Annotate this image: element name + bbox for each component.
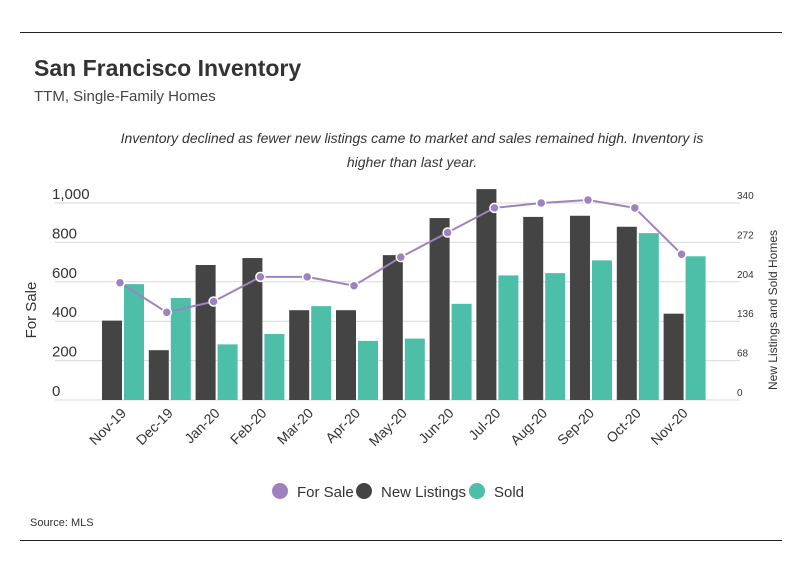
bar-sold-sep-20 [592,260,612,400]
right-axis-title: New Listings and Sold Homes [766,230,780,390]
bars [102,189,706,400]
for-sale-point-mar-20 [301,271,313,283]
for-sale-point-dec-19 [161,307,173,318]
for-sale-point-jan-20 [208,296,219,307]
legend: For Sale New Listings Sold [272,483,524,501]
x-tick-label: Dec-19 [133,405,176,448]
x-tick-label: Jun-20 [415,405,457,447]
right-tick-label: 340 [737,191,754,202]
bottom-rule [20,540,782,541]
for-sale-point-aug-20 [535,197,547,209]
bar-sold-mar-20 [311,306,332,400]
for-sale-point-sep-20 [582,194,594,206]
x-tick-label: Aug-20 [507,405,550,448]
for-sale-point-nov-20 [676,248,687,260]
bar-new-listings-oct-20 [616,226,637,400]
x-tick-label: Feb-20 [227,405,270,448]
bar-sold-oct-20 [638,233,659,400]
bar-new-listings-jun-20 [429,218,450,400]
bar-new-listings-apr-20 [336,310,356,400]
right-tick-label: 136 [737,309,754,320]
x-axis-ticks: Nov-19 Dec-19 Jan-20 Feb-20 Mar-20 Apr-20 May-… [86,405,691,449]
x-tick-label: Oct-20 [603,405,644,446]
legend-label: New Listings [381,484,466,501]
for-sale-point-jun-20 [442,227,453,238]
bar-sold-aug-20 [545,273,566,400]
bar-new-listings-sep-20 [570,215,590,400]
x-tick-label: May-20 [366,405,410,449]
bar-sold-may-20 [404,338,425,400]
chart-annotation: Inventory declined as fewer new listings… [120,130,704,170]
left-axis-title: For Sale [23,282,40,339]
right-tick-label: 204 [737,270,754,281]
left-tick-label: 1,000 [52,186,90,203]
bar-new-listings-jul-20 [476,189,497,400]
chart-title: San Francisco Inventory [34,55,302,81]
x-tick-label: Mar-20 [274,405,317,448]
x-tick-label: Jul-20 [465,405,503,443]
bar-sold-apr-20 [358,340,378,400]
top-rule [20,32,782,33]
left-tick-label: 0 [52,383,60,400]
bar-new-listings-feb-20 [242,258,263,400]
x-tick-label: Jan-20 [181,405,223,447]
right-axis-ticks: 0 68 136 204 272 340 [737,191,754,399]
right-tick-label: 68 [737,349,749,360]
x-tick-label: Sep-20 [554,405,597,448]
bar-new-listings-jan-20 [195,264,216,400]
bar-new-listings-mar-20 [289,310,310,400]
bar-sold-feb-20 [264,333,285,400]
left-tick-label: 600 [52,265,77,282]
legend-label: Sold [494,484,524,501]
for-sale-point-jul-20 [489,202,500,214]
bar-new-listings-nov-20 [663,313,684,400]
for-sale-point-apr-20 [348,280,360,291]
for-sale-point-feb-20 [255,271,266,283]
left-axis-ticks: 0 200 400 600 800 1,000 [52,186,90,400]
bar-sold-dec-19 [170,298,191,400]
for-sale-line [114,194,687,318]
bar-new-listings-may-20 [382,255,403,400]
for-sale-point-may-20 [395,251,407,263]
legend-swatch [469,483,485,499]
legend-swatch [356,483,372,499]
right-tick-label: 272 [737,230,754,241]
for-sale-point-nov-19 [114,277,126,289]
bar-sold-nov-19 [124,284,144,400]
left-tick-label: 400 [52,304,77,321]
left-tick-label: 800 [52,225,77,242]
bar-sold-nov-20 [685,256,706,400]
left-tick-label: 200 [52,344,77,361]
bar-new-listings-aug-20 [523,216,544,400]
right-tick-label: 0 [737,388,743,399]
bar-new-listings-dec-19 [148,350,169,400]
for-sale-point-oct-20 [629,202,641,214]
x-tick-label: Nov-20 [647,405,690,448]
x-tick-label: Apr-20 [322,405,363,446]
x-tick-label: Nov-19 [86,405,129,448]
legend-swatch [272,483,288,499]
source-note: Source: MLS [30,517,94,529]
bar-new-listings-nov-19 [102,320,122,400]
bar-sold-jun-20 [451,303,472,400]
bar-sold-jul-20 [498,275,519,400]
chart-subtitle: TTM, Single-Family Homes [34,88,216,105]
legend-label: For Sale [297,484,354,501]
bar-sold-jan-20 [217,344,238,400]
